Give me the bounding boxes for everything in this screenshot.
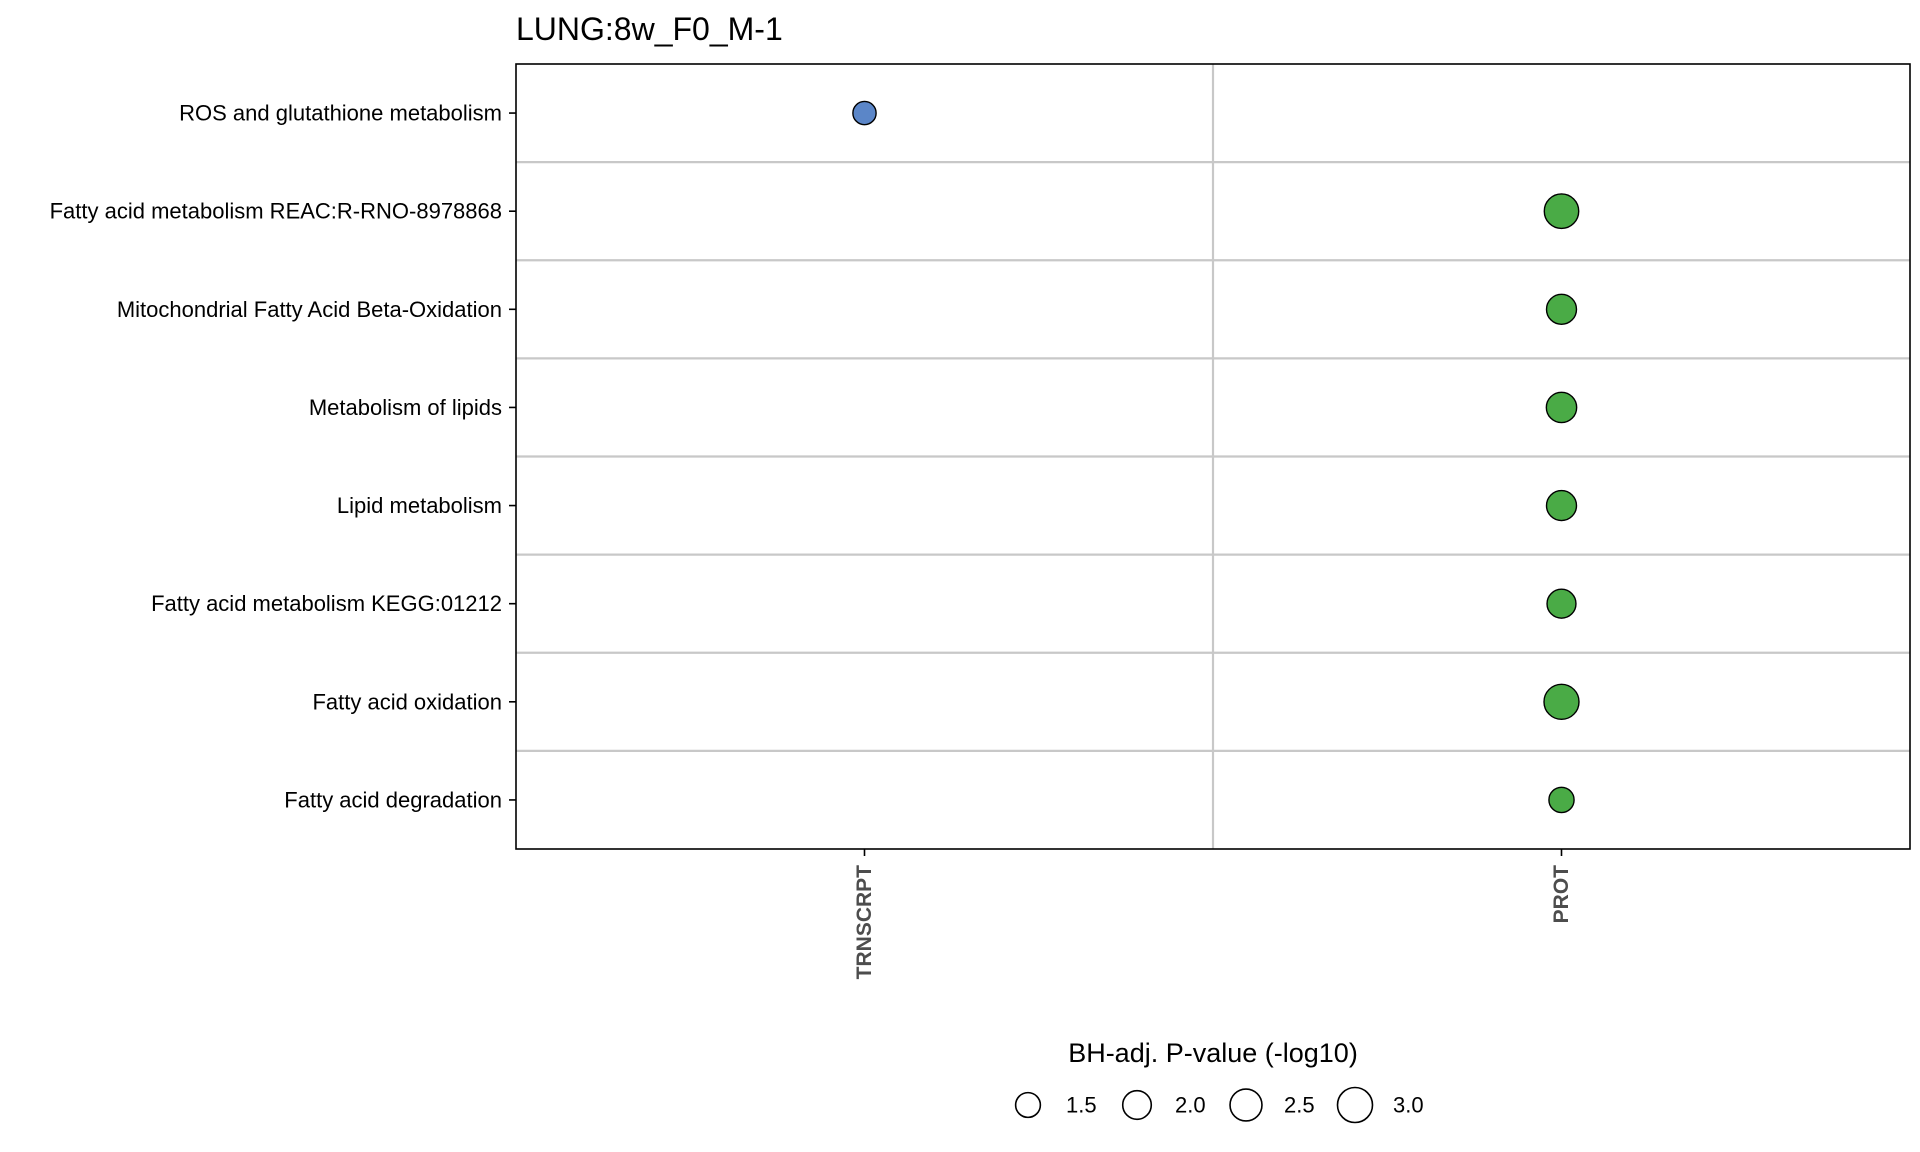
x-tick-label: TRNSCRPT xyxy=(853,865,876,980)
legend-key-label: 2.0 xyxy=(1175,1093,1206,1118)
legend-key-circle xyxy=(1014,1091,1042,1119)
data-points xyxy=(852,100,1580,814)
data-point xyxy=(1545,391,1578,424)
data-point xyxy=(852,100,877,126)
y-axis: ROS and glutathione metabolism Fatty acid… xyxy=(50,101,516,812)
legend-title: BH-adj. P-value (-log10) xyxy=(1068,1038,1358,1068)
x-axis: TRNSCRPT PROT xyxy=(853,849,1573,979)
data-point xyxy=(1543,193,1580,230)
data-point xyxy=(1548,786,1575,814)
data-point xyxy=(1546,588,1577,619)
legend-key-circle xyxy=(1229,1088,1263,1122)
data-point xyxy=(1545,293,1578,325)
legend-items: 1.5 2.0 2.5 3.0 xyxy=(1014,1086,1424,1124)
y-tick-label: Fatty acid metabolism KEGG:01212 xyxy=(151,591,502,616)
y-tick-label: Fatty acid oxidation xyxy=(312,689,502,714)
grid-lines xyxy=(516,64,1910,849)
size-legend: BH-adj. P-value (-log10) 1.5 2.0 2.5 3.0 xyxy=(1014,1038,1424,1124)
y-tick-label: Mitochondrial Fatty Acid Beta-Oxidation xyxy=(117,297,502,322)
legend-key-circle xyxy=(1336,1086,1374,1124)
legend-key-label: 3.0 xyxy=(1393,1093,1424,1118)
x-tick-label: PROT xyxy=(1550,865,1573,924)
data-point xyxy=(1543,683,1580,721)
y-tick-label: Fatty acid metabolism REAC:R-RNO-8978868 xyxy=(50,199,502,224)
y-tick-label: Metabolism of lipids xyxy=(309,395,502,420)
y-tick-label: Lipid metabolism xyxy=(337,493,502,518)
legend-key-label: 1.5 xyxy=(1066,1093,1097,1118)
legend-key-circle xyxy=(1121,1089,1153,1121)
y-tick-label: ROS and glutathione metabolism xyxy=(179,101,502,126)
y-tick-label: Fatty acid degradation xyxy=(284,787,502,812)
plot-panel-border xyxy=(515,63,1911,850)
legend-key-label: 2.5 xyxy=(1284,1093,1315,1118)
chart-title: LUNG:8w_F0_M-1 xyxy=(516,11,783,47)
data-point xyxy=(1545,489,1578,522)
